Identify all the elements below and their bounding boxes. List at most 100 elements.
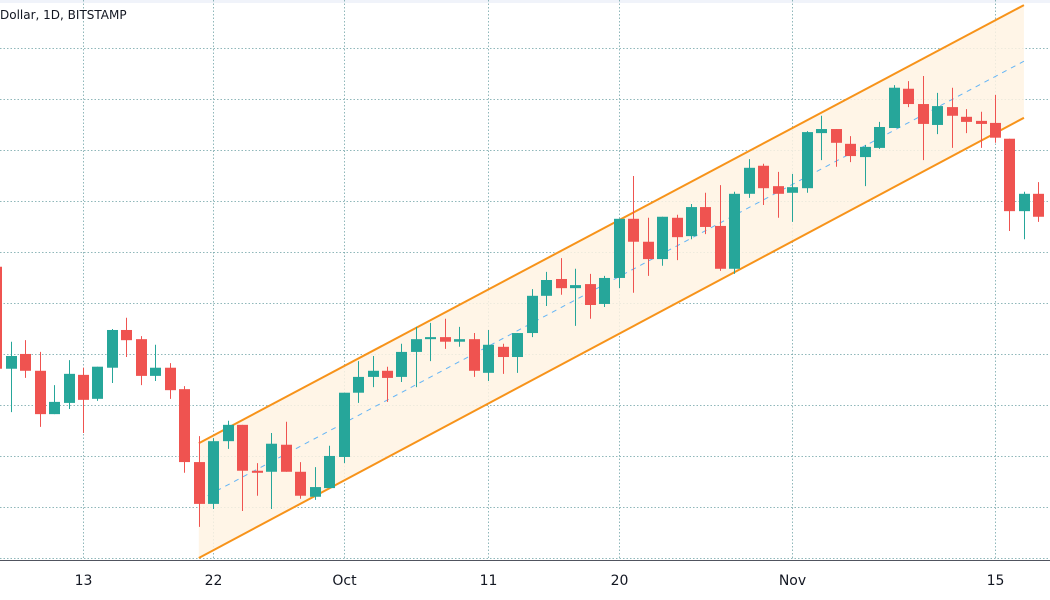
candle-body [976, 120, 987, 124]
candle-body [874, 126, 885, 148]
candle-body [1019, 193, 1030, 212]
candle-down [700, 192, 711, 235]
candle-body [787, 187, 798, 193]
candle-down [165, 363, 176, 399]
candle-body [454, 339, 465, 342]
candle-down [440, 318, 451, 349]
candle-body [918, 104, 929, 124]
candle-down [628, 175, 639, 293]
candle-body [947, 107, 958, 116]
candle-body [237, 424, 248, 471]
candle-up [324, 445, 335, 489]
candle-body [281, 444, 292, 472]
x-tick-label: 22 [205, 573, 223, 589]
candle-body [469, 339, 480, 371]
candle-down [469, 333, 480, 377]
x-tick-label: Nov [779, 573, 806, 589]
candle-down [252, 463, 263, 496]
candle-up [266, 433, 277, 509]
candle-body [208, 441, 219, 504]
candle-body [773, 186, 784, 194]
candle-body [368, 370, 379, 377]
candle-up [512, 333, 523, 373]
candle-body [107, 329, 118, 368]
candle-down [976, 111, 987, 148]
candle-down [990, 94, 1001, 143]
candle-up [208, 438, 219, 509]
candle-body [845, 143, 856, 157]
candle-up [816, 115, 827, 161]
candle-down [281, 421, 292, 472]
candle-down [947, 87, 958, 148]
candle-up [860, 144, 871, 187]
candle-up [657, 216, 668, 266]
candle-up [223, 420, 234, 449]
candle-body [165, 367, 176, 391]
candle-down [672, 214, 683, 261]
candle-up [6, 341, 17, 413]
candle-body [49, 401, 60, 415]
candle-down [1004, 138, 1015, 232]
candle-down [585, 273, 596, 319]
candle-body [700, 207, 711, 227]
candle-body [860, 146, 871, 158]
candle-up [310, 467, 321, 500]
candle-body [150, 367, 161, 376]
symbol-title: Dollar, 1D, BITSTAMP [0, 8, 127, 22]
candle-up [614, 218, 625, 289]
candle-body [20, 353, 31, 371]
candle-body [223, 424, 234, 442]
candle-up [874, 121, 885, 149]
candle-body [440, 337, 451, 342]
candle-body [729, 193, 740, 269]
candle-up [787, 173, 798, 222]
candle-up [541, 271, 552, 307]
candle-body [339, 392, 350, 457]
candle-up [425, 322, 436, 362]
candle-body [136, 339, 147, 376]
candle-down [773, 171, 784, 218]
candle-up [64, 360, 75, 410]
candle-down [903, 81, 914, 108]
candle-down [78, 367, 89, 434]
candle-body [425, 337, 436, 340]
x-tick-label: 13 [75, 573, 93, 589]
candle-up [107, 328, 118, 384]
candle-body [527, 295, 538, 334]
candle-down [121, 317, 132, 358]
candle-body [903, 88, 914, 105]
candle-body [35, 370, 46, 415]
candle-body [179, 389, 190, 463]
candle-body [585, 284, 596, 305]
candle-up [599, 275, 610, 308]
candle-down [237, 424, 248, 512]
candle-body [758, 165, 769, 189]
candle-body [266, 443, 277, 472]
candle-up [1019, 191, 1030, 240]
candle-body [643, 241, 654, 260]
candle-body [831, 129, 842, 143]
candle-body [411, 339, 422, 352]
parallel-channel[interactable] [198, 4, 1025, 559]
candle-up [339, 392, 350, 464]
candle-up [454, 326, 465, 347]
candle-down [136, 336, 147, 386]
top-border [0, 0, 1050, 3]
candle-body [121, 329, 132, 341]
candle-body [64, 373, 75, 403]
candle-down [20, 340, 31, 378]
candle-down [498, 343, 509, 374]
candle-body [324, 455, 335, 489]
candle-up [396, 343, 407, 383]
candle-body [382, 370, 393, 378]
candle-body [628, 218, 639, 242]
channel-fill [198, 5, 1024, 558]
candle-up [686, 204, 697, 240]
candle-down [179, 386, 190, 473]
candle-body [889, 87, 900, 129]
candle-body [353, 376, 364, 393]
candle-up [92, 366, 103, 401]
candle-body [932, 106, 943, 125]
x-axis[interactable]: 13 22 Oct 11 20 Nov 15 [75, 573, 1005, 589]
